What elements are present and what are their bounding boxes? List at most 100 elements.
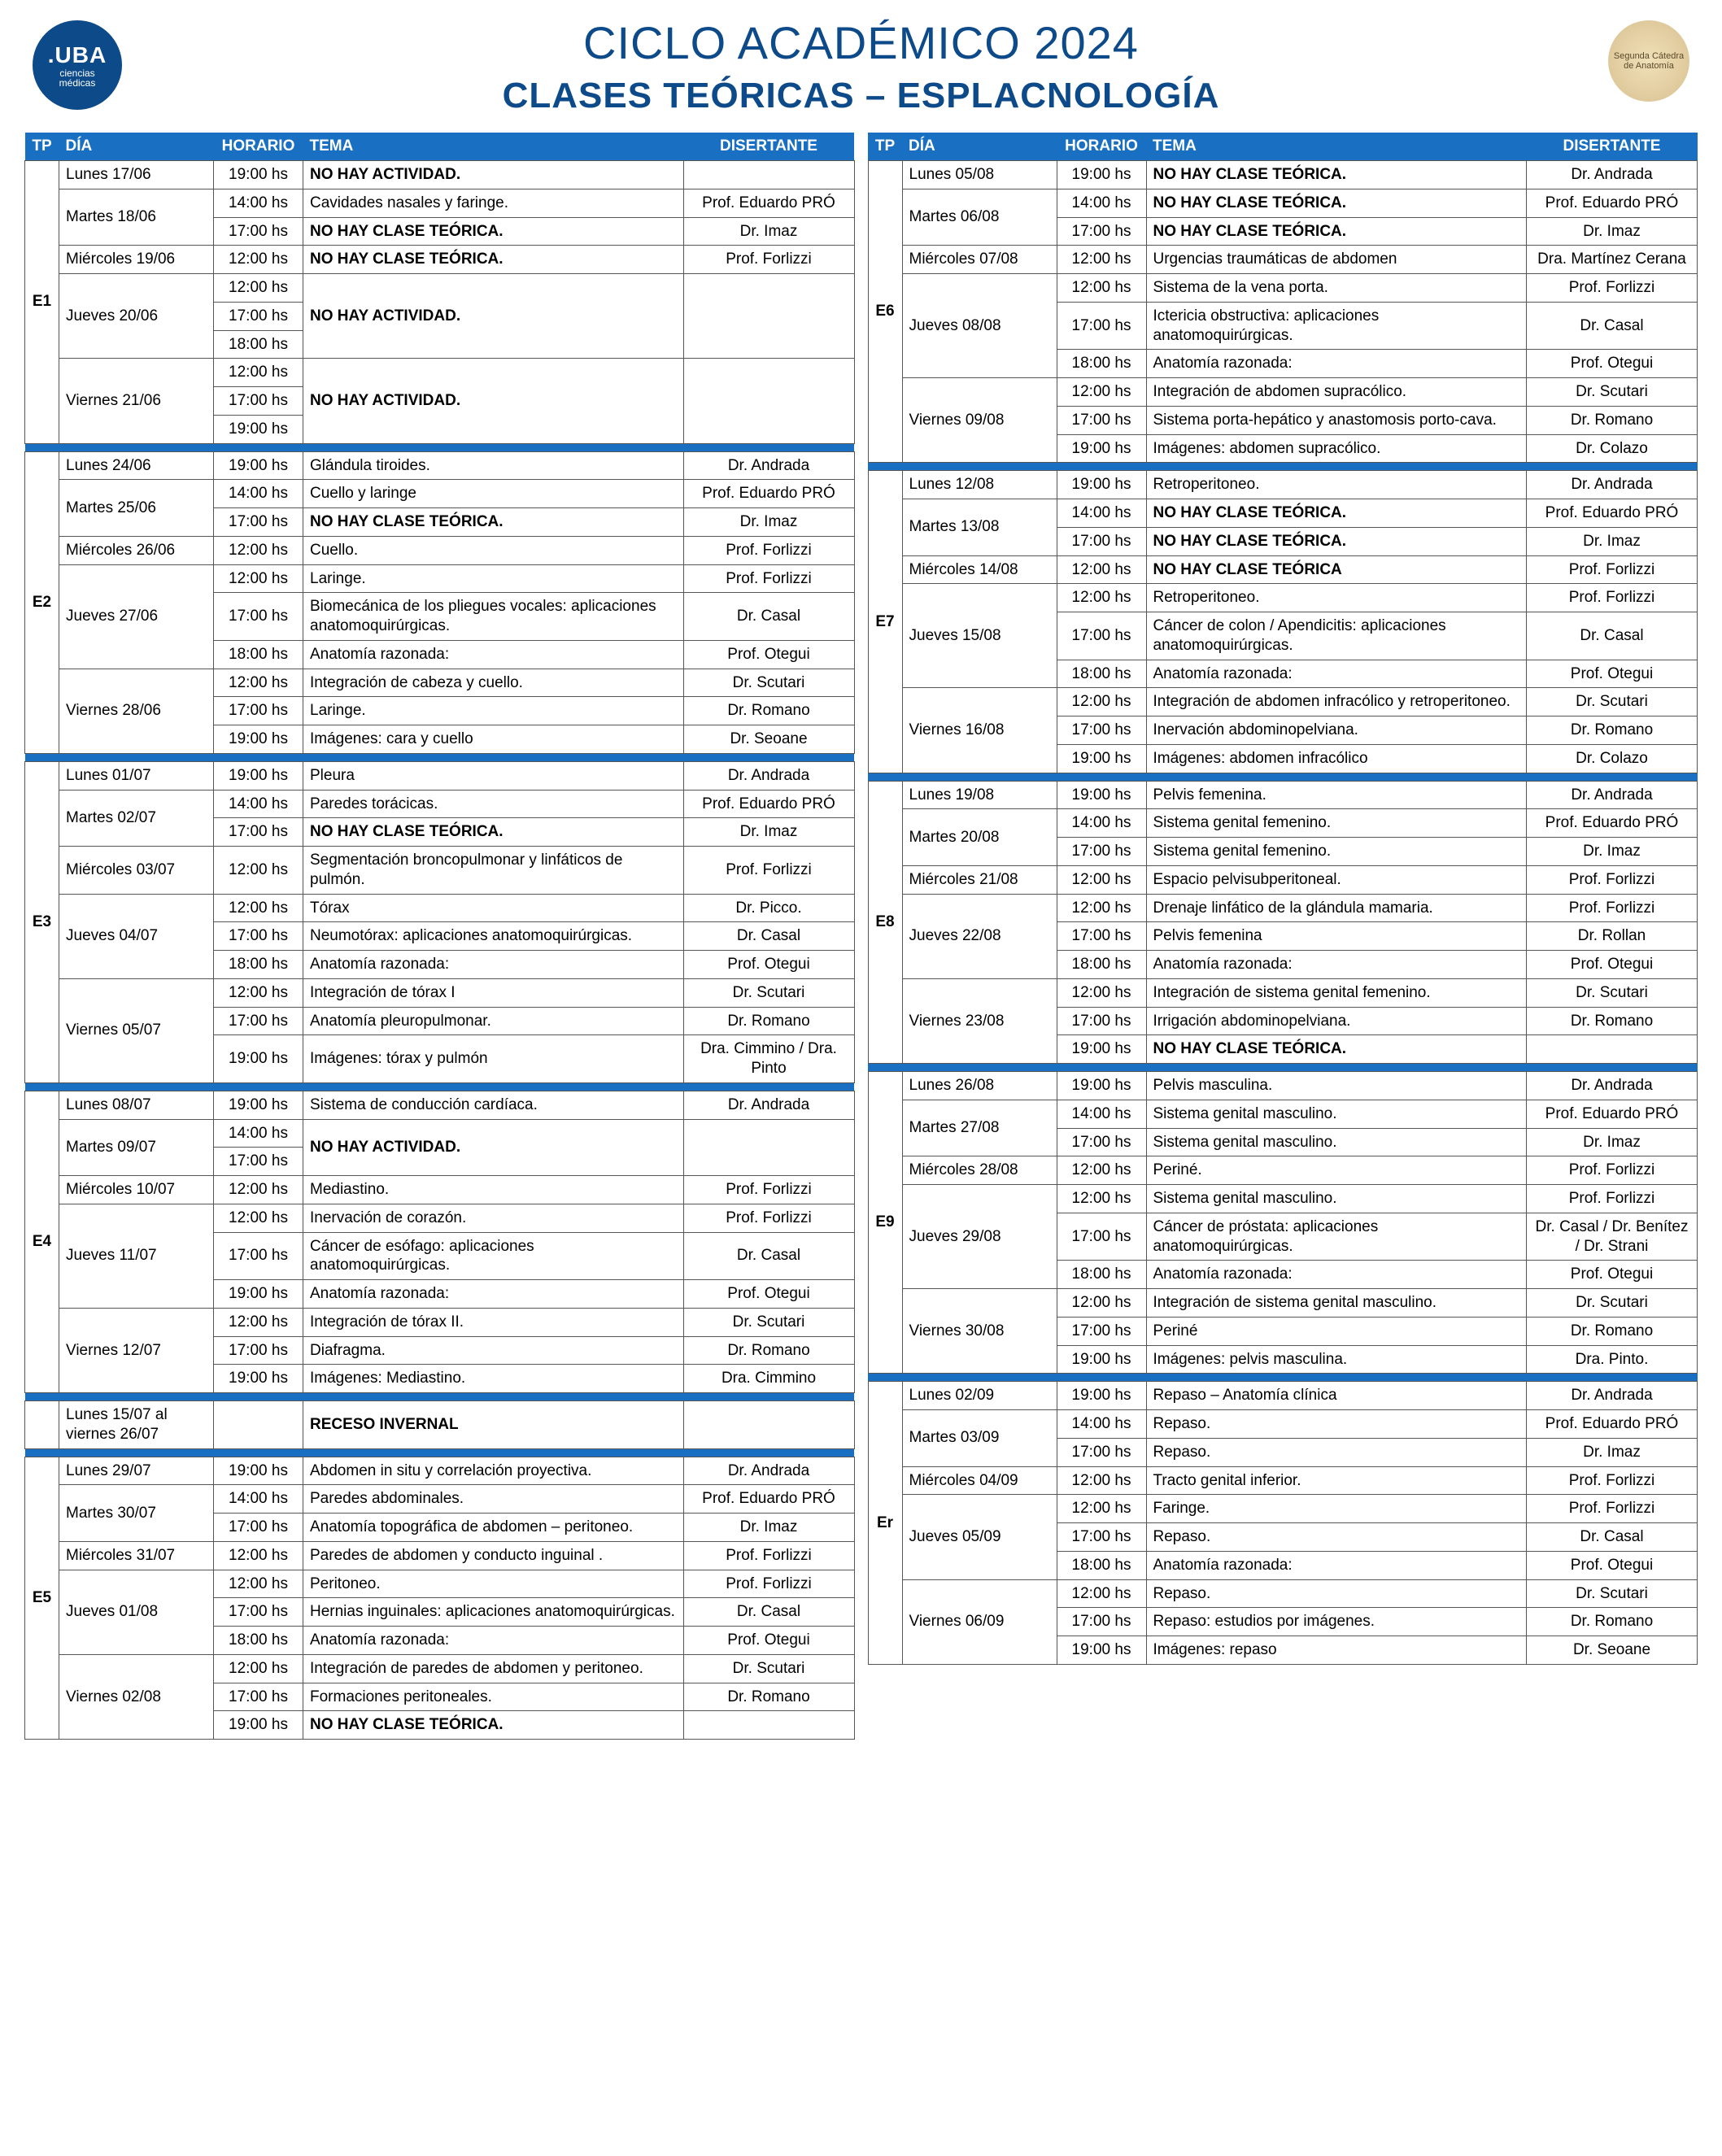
horario-cell: 12:00 hs xyxy=(214,1204,303,1232)
left-column: TP DÍA HORARIO TEMA DISERTANTE E1Lunes 1… xyxy=(24,133,855,1740)
tema-cell: Retroperitoneo. xyxy=(1146,471,1527,499)
disertante-cell xyxy=(1527,1035,1698,1064)
disertante-cell xyxy=(683,1711,854,1740)
horario-cell: 14:00 hs xyxy=(1057,1100,1146,1128)
horario-cell: 19:00 hs xyxy=(1057,1072,1146,1100)
separator-row xyxy=(25,443,855,451)
tema-cell: Hernias inguinales: aplicaciones anatomo… xyxy=(303,1598,684,1627)
tema-cell: Repaso. xyxy=(1146,1410,1527,1439)
tp-cell: E4 xyxy=(25,1091,59,1392)
disertante-cell: Dr. Andrada xyxy=(683,761,854,790)
disertante-cell: Dr. Scutari xyxy=(683,669,854,697)
horario-cell: 12:00 hs xyxy=(1057,274,1146,303)
horario-cell: 12:00 hs xyxy=(1057,894,1146,922)
horario-cell: 19:00 hs xyxy=(214,761,303,790)
tp-cell: Er xyxy=(868,1382,902,1665)
table-header-row: TP DÍA HORARIO TEMA DISERTANTE xyxy=(868,133,1698,161)
disertante-cell: Dr. Scutari xyxy=(683,1308,854,1336)
horario-cell: 14:00 hs xyxy=(214,1485,303,1514)
tema-cell: Paredes de abdomen y conducto inguinal . xyxy=(303,1541,684,1570)
horario-cell: 12:00 hs xyxy=(214,564,303,593)
disertante-cell: Dr. Imaz xyxy=(683,508,854,537)
disertante-cell: Dr. Imaz xyxy=(683,818,854,847)
horario-cell: 18:00 hs xyxy=(1057,1261,1146,1289)
tema-cell: Irrigación abdominopelviana. xyxy=(1146,1007,1527,1035)
disertante-cell: Dr. Rollan xyxy=(1527,922,1698,951)
disertante-cell: Dr. Seoane xyxy=(1527,1636,1698,1665)
tp-cell: E6 xyxy=(868,161,902,463)
tema-cell: NO HAY CLASE TEÓRICA. xyxy=(1146,1035,1527,1064)
disertante-cell: Prof. Forlizzi xyxy=(1527,1466,1698,1495)
dia-cell: Martes 03/09 xyxy=(902,1410,1057,1467)
tema-cell: Anatomía razonada: xyxy=(1146,951,1527,979)
tema-cell: Repaso. xyxy=(1146,1438,1527,1466)
horario-cell: 17:00 hs xyxy=(1057,1317,1146,1345)
tema-cell: Tracto genital inferior. xyxy=(1146,1466,1527,1495)
horario-cell: 12:00 hs xyxy=(214,1308,303,1336)
table-row: E3Lunes 01/0719:00 hsPleuraDr. Andrada xyxy=(25,761,855,790)
dia-cell: Lunes 17/06 xyxy=(59,161,214,189)
separator-row xyxy=(25,1082,855,1091)
tema-cell: NO HAY CLASE TEÓRICA. xyxy=(303,1711,684,1740)
dia-cell: Lunes 26/08 xyxy=(902,1072,1057,1100)
tema-cell: Cáncer de colon / Apendicitis: aplicacio… xyxy=(1146,612,1527,660)
dia-cell: Lunes 08/07 xyxy=(59,1091,214,1119)
horario-cell: 17:00 hs xyxy=(1057,527,1146,555)
disertante-cell: Prof. Forlizzi xyxy=(683,1541,854,1570)
dia-cell: Miércoles 07/08 xyxy=(902,246,1057,274)
table-row: E7Lunes 12/0819:00 hsRetroperitoneo.Dr. … xyxy=(868,471,1698,499)
col-tema: TEMA xyxy=(1146,133,1527,161)
table-header-row: TP DÍA HORARIO TEMA DISERTANTE xyxy=(25,133,855,161)
horario-cell: 18:00 hs xyxy=(1057,1551,1146,1579)
disertante-cell: Dra. Cimmino / Dra. Pinto xyxy=(683,1035,854,1083)
disertante-cell: Prof. Forlizzi xyxy=(683,1570,854,1598)
dia-cell: Jueves 08/08 xyxy=(902,274,1057,378)
horario-cell: 19:00 hs xyxy=(1057,1382,1146,1410)
disertante-cell xyxy=(683,274,854,359)
horario-cell: 12:00 hs xyxy=(1057,246,1146,274)
tp-cell: E8 xyxy=(868,781,902,1064)
disertante-cell: Prof. Otegui xyxy=(1527,951,1698,979)
tema-cell: NO HAY CLASE TEÓRICA xyxy=(1146,555,1527,584)
dia-cell: Miércoles 03/07 xyxy=(59,847,214,895)
col-dis: DISERTANTE xyxy=(683,133,854,161)
disertante-cell: Dr. Colazo xyxy=(1527,744,1698,773)
tema-cell: Inervación abdominopelviana. xyxy=(1146,716,1527,745)
horario-cell: 12:00 hs xyxy=(214,669,303,697)
table-row: Miércoles 03/0712:00 hsSegmentación bron… xyxy=(25,847,855,895)
dia-cell: Viernes 02/08 xyxy=(59,1654,214,1739)
table-row: Jueves 22/0812:00 hsDrenaje linfático de… xyxy=(868,894,1698,922)
disertante-cell: Dr. Andrada xyxy=(1527,1072,1698,1100)
tema-cell: Paredes abdominales. xyxy=(303,1485,684,1514)
horario-cell: 18:00 hs xyxy=(1057,951,1146,979)
disertante-cell: Dr. Casal xyxy=(683,593,854,641)
table-row: E8Lunes 19/0819:00 hsPelvis femenina.Dr.… xyxy=(868,781,1698,809)
disertante-cell: Prof. Otegui xyxy=(1527,1551,1698,1579)
tema-cell: Faringe. xyxy=(1146,1495,1527,1523)
table-row: Martes 13/0814:00 hsNO HAY CLASE TEÓRICA… xyxy=(868,499,1698,528)
dia-cell: Martes 02/07 xyxy=(59,790,214,847)
col-dis: DISERTANTE xyxy=(1527,133,1698,161)
disertante-cell: Dr. Romano xyxy=(1527,406,1698,434)
tema-cell: Segmentación broncopulmonar y linfáticos… xyxy=(303,847,684,895)
right-column: TP DÍA HORARIO TEMA DISERTANTE E6Lunes 0… xyxy=(868,133,1698,1740)
separator-row xyxy=(25,753,855,761)
tema-cell: Integración de tórax II. xyxy=(303,1308,684,1336)
tema-cell: Integración de sistema genital masculino… xyxy=(1146,1289,1527,1318)
tema-cell: Anatomía pleuropulmonar. xyxy=(303,1007,684,1035)
table-row: Jueves 15/0812:00 hsRetroperitoneo.Prof.… xyxy=(868,584,1698,612)
disertante-cell: Dr. Romano xyxy=(1527,1608,1698,1636)
logo-catedra: Segunda Cátedra de Anatomía xyxy=(1608,20,1689,102)
dia-cell: Lunes 29/07 xyxy=(59,1457,214,1485)
horario-cell: 19:00 hs xyxy=(214,1457,303,1485)
table-row: Miércoles 04/0912:00 hsTracto genital in… xyxy=(868,1466,1698,1495)
horario-cell: 19:00 hs xyxy=(214,1091,303,1119)
horario-cell: 12:00 hs xyxy=(1057,1185,1146,1213)
dia-cell: Jueves 01/08 xyxy=(59,1570,214,1654)
tp-cell: E2 xyxy=(25,451,59,753)
disertante-cell: Dr. Colazo xyxy=(1527,434,1698,463)
col-dia: DÍA xyxy=(59,133,214,161)
horario-cell: 12:00 hs xyxy=(1057,1495,1146,1523)
horario-cell: 14:00 hs xyxy=(1057,1410,1146,1439)
tema-cell: RECESO INVERNAL xyxy=(303,1401,684,1449)
